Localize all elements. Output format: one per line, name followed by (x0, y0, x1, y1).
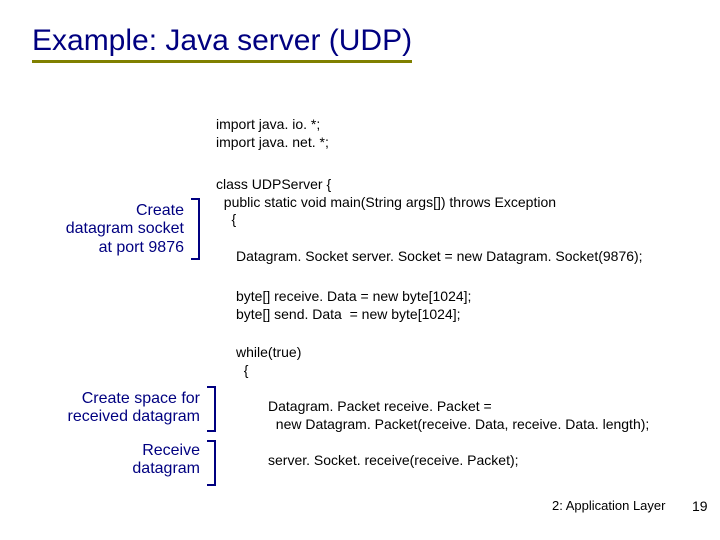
footer-text: 2: Application Layer (552, 498, 665, 513)
slide-title-text: Example: Java server (UDP) (32, 24, 412, 57)
annotation-label: Createdatagram socketat port 9876 (48, 202, 184, 257)
slide-title: Example: Java server (UDP) (32, 24, 412, 63)
annotation-label: Create space forreceived datagram (30, 390, 200, 427)
code-block: while(true) { (236, 344, 301, 379)
code-block: import java. io. *; import java. net. *; (216, 116, 329, 151)
annotation-label: Receivedatagram (110, 442, 200, 479)
page-number: 19 (692, 498, 708, 514)
code-block: Datagram. Socket server. Socket = new Da… (236, 248, 643, 266)
bracket-icon (200, 440, 216, 486)
slide: Example: Java server (UDP) 2: Applicatio… (0, 0, 720, 540)
code-block: class UDPServer { public static void mai… (216, 176, 556, 229)
code-block: byte[] receive. Data = new byte[1024]; b… (236, 288, 471, 323)
code-block: Datagram. Packet receive. Packet = new D… (268, 398, 649, 433)
bracket-icon (184, 198, 200, 260)
bracket-icon (200, 386, 216, 432)
code-block: server. Socket. receive(receive. Packet)… (268, 452, 519, 470)
